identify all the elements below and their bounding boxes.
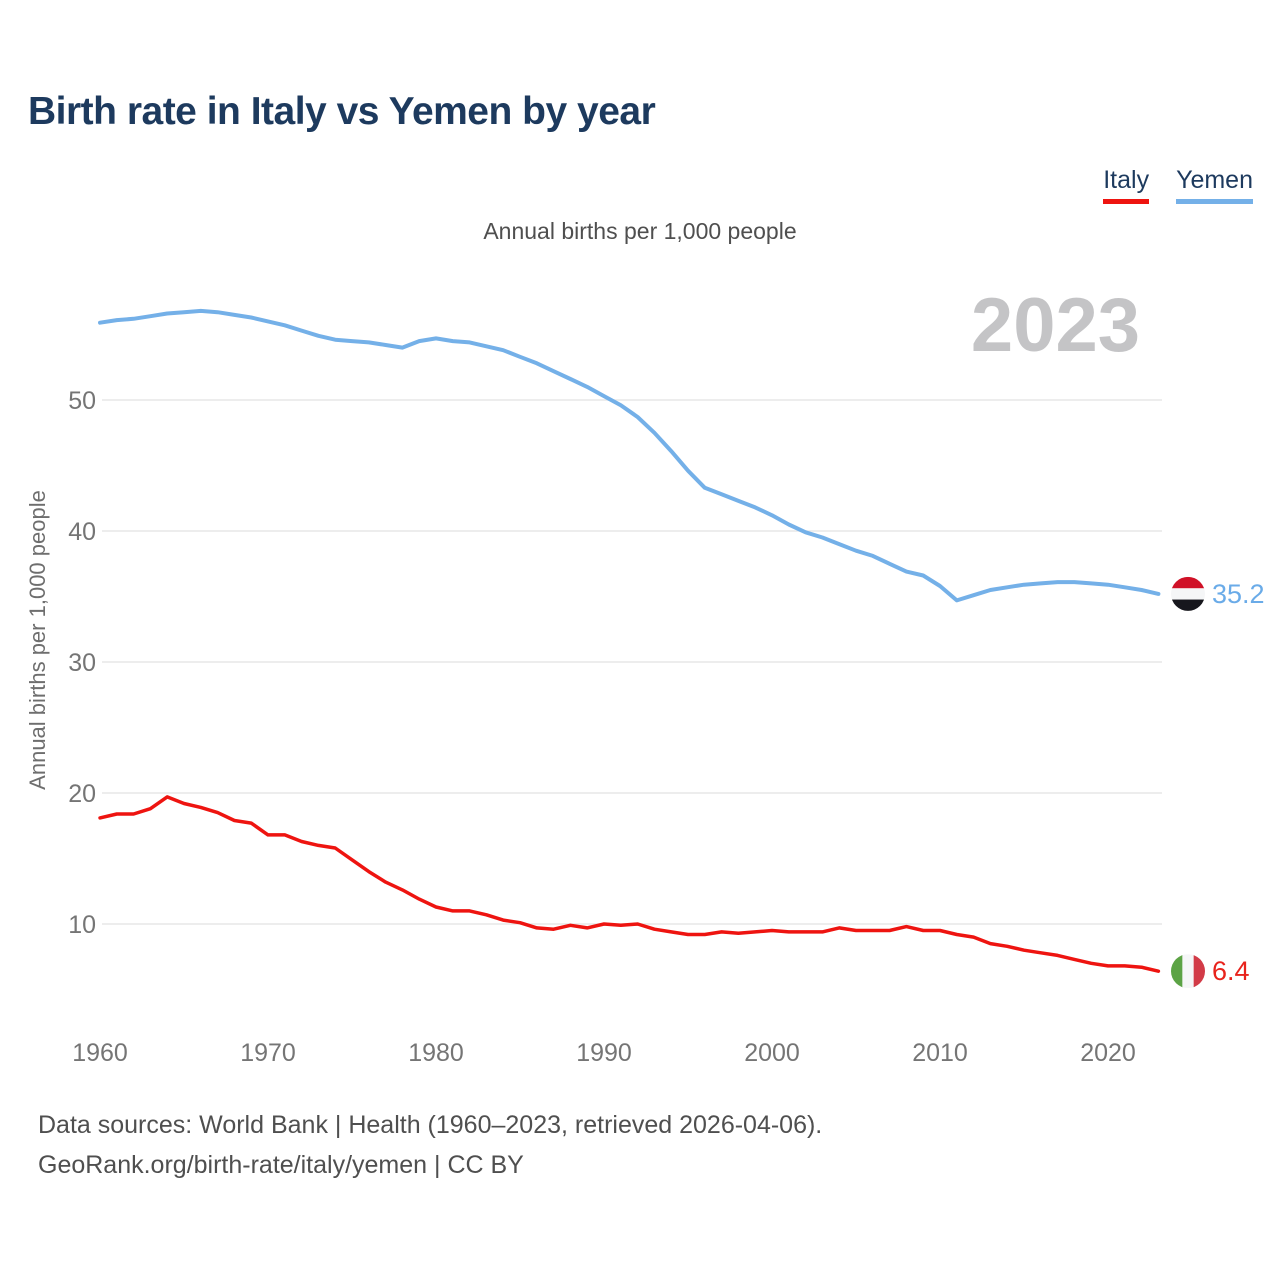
footer-url: GeoRank.org/birth-rate/italy/yemen | CC … [38, 1151, 524, 1179]
y-tick-label-10: 10 [68, 911, 96, 939]
x-tick-label-1990: 1990 [576, 1039, 632, 1067]
page-title: Birth rate in Italy vs Yemen by year [28, 90, 656, 133]
x-tick-label-1980: 1980 [408, 1039, 464, 1067]
italy-flag-icon [1171, 954, 1205, 989]
series-line-italy [98, 795, 1161, 973]
y-axis-title: Annual births per 1,000 people [25, 490, 50, 790]
series-line-yemen [98, 308, 1161, 603]
x-tick-label-2020: 2020 [1080, 1039, 1136, 1067]
end-value-label-italy: 6.4 [1212, 956, 1250, 986]
yemen-flag-icon [1171, 576, 1205, 611]
footer-sources: Data sources: World Bank | Health (1960–… [38, 1111, 823, 1139]
chart-subtitle: Annual births per 1,000 people [483, 218, 797, 244]
end-value-label-yemen: 35.2 [1212, 579, 1265, 609]
legend-item-italy[interactable]: Italy [1103, 166, 1150, 204]
x-tick-label-1960: 1960 [72, 1039, 128, 1067]
y-tick-label-50: 50 [68, 387, 96, 415]
x-tick-label-2000: 2000 [744, 1039, 800, 1067]
y-tick-label-20: 20 [68, 780, 96, 808]
x-tick-label-1970: 1970 [240, 1039, 296, 1067]
legend-item-yemen[interactable]: Yemen [1176, 166, 1253, 204]
footer: Data sources: World Bank | Health (1960–… [38, 1105, 822, 1185]
x-tick-label-2010: 2010 [912, 1039, 968, 1067]
y-tick-label-30: 30 [68, 649, 96, 677]
legend: Italy Yemen [1103, 166, 1253, 204]
y-tick-label-40: 40 [68, 518, 96, 546]
year-watermark: 2023 [970, 283, 1140, 368]
